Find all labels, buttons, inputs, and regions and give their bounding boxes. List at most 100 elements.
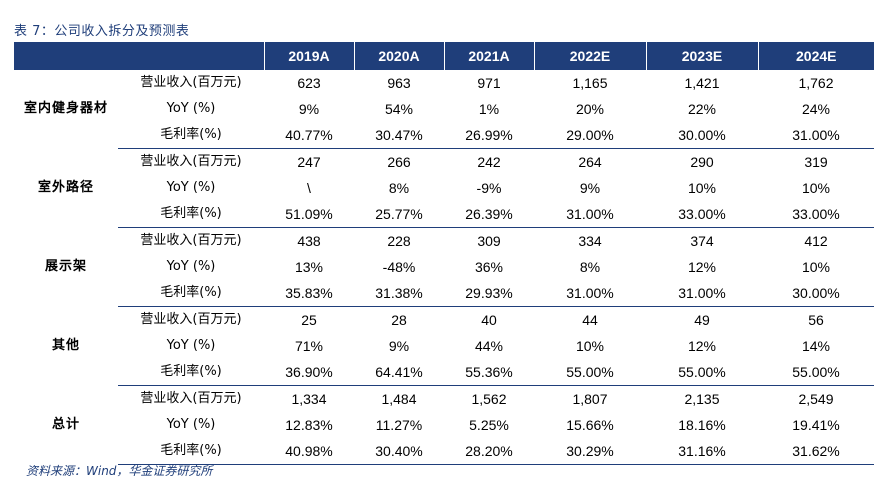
table-body: 室内健身器材营业收入(百万元) 623 963 971 1,165 1,421 1,762 Y… [14, 70, 874, 465]
segment-name-cell: 其他 [51, 338, 80, 353]
value-cell: 1,165 [572, 75, 608, 91]
value-cell: 30.29% [534, 438, 646, 465]
value-cell: 438 [297, 233, 321, 249]
value-cell: 44 [582, 312, 598, 328]
value-cell: 55.00% [534, 359, 646, 386]
value-cell: 31.00% [758, 122, 874, 149]
header-cell-metric [118, 42, 264, 70]
value-cell: 12.83% [285, 417, 333, 433]
header-cell-2020a: 2020A [353, 42, 444, 70]
metric-label-cell: 毛利率(%) [118, 201, 264, 228]
table-row: 毛利率(%) 40.98% 30.40% 28.20% 30.29% 31.16% 31.6… [14, 438, 874, 465]
value-cell: 18.16% [678, 417, 726, 433]
table-header-row: 2019A 2020A 2021A 2022E 2023E 2024E [14, 42, 874, 70]
table-row: YoY (%) 12.83% 11.27% 5.25% 15.66% 18.16% 19.4… [14, 412, 874, 438]
value-cell: 8% [579, 259, 601, 275]
table-row: 其他 营业收入(百万元) 25 28 40 44 49 56 [14, 307, 874, 353]
header-cell-segment [14, 42, 118, 70]
value-cell: 12% [687, 259, 717, 275]
metric-label-cell: 营业收入(百万元) [140, 233, 242, 248]
metric-label-cell: 营业收入(百万元) [140, 391, 242, 406]
value-cell: \ [307, 180, 311, 196]
metric-label-cell: 营业收入(百万元) [140, 154, 242, 169]
source-note: 资料来源：Wind，华金证券研究所 [26, 464, 213, 478]
table-row: 毛利率(%) 40.77% 30.47% 26.99% 29.00% 30.00% 31.0… [14, 122, 874, 149]
value-cell: 8% [388, 180, 410, 196]
value-cell: 10% [575, 338, 605, 354]
header-cell-2021a: 2021A [443, 42, 534, 70]
table-row: 室内健身器材 营业收入(百万元) 623 963 971 1,165 1,421 1,762 [14, 70, 874, 116]
value-cell: 29.00% [534, 122, 646, 149]
table-row: YoY (%) 13% -48% 36% 8% 12% 10% [14, 254, 874, 280]
value-cell: 64.41% [354, 359, 444, 386]
header-cell-2023e: 2023E [645, 42, 758, 70]
value-cell: 40 [481, 312, 497, 328]
table-row: YoY (%) \ 8% -9% 9% 10% 10% [14, 175, 874, 201]
value-cell: 5.25% [469, 417, 509, 433]
value-cell: 28.20% [444, 438, 534, 465]
value-cell: 1,762 [798, 75, 834, 91]
value-cell: 22% [687, 101, 717, 117]
value-cell: 55.00% [646, 359, 758, 386]
segment-name-cell: 室外路径 [37, 180, 94, 195]
value-cell: 30.40% [354, 438, 444, 465]
metric-label-cell: YoY (%) [166, 180, 216, 195]
segment-name-cell: 室内健身器材 [23, 101, 108, 117]
value-cell: 971 [477, 75, 501, 91]
value-cell: 10% [687, 180, 717, 196]
table-row: 毛利率(%) 35.83% 31.38% 29.93% 31.00% 31.00% 30.0… [14, 280, 874, 307]
table-row: YoY (%) 9% 54% 1% 20% 22% 24% [14, 96, 874, 122]
value-cell: 9% [298, 101, 320, 117]
value-cell: 31.16% [646, 438, 758, 465]
value-cell: 10% [801, 180, 831, 196]
value-cell: 1,334 [291, 391, 327, 407]
value-cell: 49 [694, 312, 710, 328]
value-cell: 10% [801, 259, 831, 275]
value-cell: 56 [808, 312, 824, 328]
table-row: 展示架 营业收入(百万元) 438 228 309 334 374 412 [14, 228, 874, 274]
value-cell: 1% [478, 101, 500, 117]
value-cell: 247 [297, 154, 321, 170]
value-cell: 266 [387, 154, 411, 170]
value-cell: 412 [804, 233, 828, 249]
metric-label-cell: YoY (%) [166, 101, 216, 116]
header-cell-2019a: 2019A [263, 42, 354, 70]
value-cell: 13% [294, 259, 324, 275]
revenue-forecast-table: 2019A 2020A 2021A 2022E 2023E 2024E 室内健身… [14, 42, 874, 465]
value-cell: 963 [387, 75, 411, 91]
metric-label-cell: 毛利率(%) [118, 359, 264, 386]
value-cell: 25 [301, 312, 317, 328]
value-cell: 15.66% [566, 417, 614, 433]
value-cell: 374 [690, 233, 714, 249]
header-cell-2022e: 2022E [533, 42, 646, 70]
metric-label-cell: YoY (%) [166, 417, 216, 432]
segment-name-cell: 总计 [51, 417, 80, 432]
value-cell: 1,421 [684, 75, 720, 91]
metric-label-cell: 毛利率(%) [118, 122, 264, 149]
value-cell: 11.27% [375, 417, 423, 433]
value-cell: 44% [474, 338, 504, 354]
value-cell: 623 [297, 75, 321, 91]
value-cell: 28 [391, 312, 407, 328]
value-cell: 26.39% [444, 201, 534, 228]
table-row: 室外路径 营业收入(百万元) 247 266 242 264 290 319 [14, 149, 874, 195]
value-cell: 31.00% [534, 201, 646, 228]
value-cell: 19.41% [792, 417, 840, 433]
value-cell: 1,807 [572, 391, 608, 407]
value-cell: 31.00% [534, 280, 646, 307]
table-row: 毛利率(%) 36.90% 64.41% 55.36% 55.00% 55.00% 55.0… [14, 359, 874, 386]
value-cell: 12% [687, 338, 717, 354]
value-cell: 2,135 [684, 391, 720, 407]
value-cell: 71% [294, 338, 324, 354]
value-cell: 36% [474, 259, 504, 275]
table-row: 毛利率(%) 51.09% 25.77% 26.39% 31.00% 33.00% 33.0… [14, 201, 874, 228]
metric-label-cell: 毛利率(%) [118, 280, 264, 307]
value-cell: 14% [801, 338, 831, 354]
value-cell: 25.77% [354, 201, 444, 228]
value-cell: 51.09% [264, 201, 354, 228]
value-cell: -48% [382, 259, 416, 275]
table-row: 总计 营业收入(百万元) 1,334 1,484 1,562 1,807 2,135 2,54… [14, 386, 874, 432]
value-cell: 35.83% [264, 280, 354, 307]
value-cell: 30.00% [646, 122, 758, 149]
value-cell: 242 [477, 154, 501, 170]
